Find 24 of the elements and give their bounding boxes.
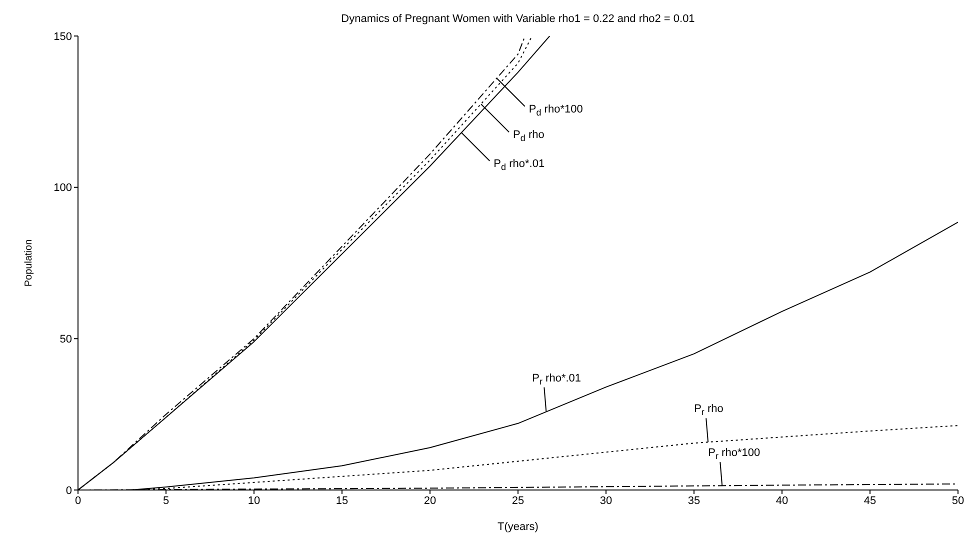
annotation: P$_{d}$ rho*100 [528, 103, 583, 118]
x-tick-label: 25 [512, 494, 524, 507]
y-tick-label: 0 [66, 484, 72, 497]
x-tick-label: 50 [952, 494, 964, 507]
x-tick-label: 15 [336, 494, 348, 507]
y-axis-title: Population [24, 239, 35, 287]
y-tick-label: 100 [54, 182, 72, 194]
x-axis-title: T(years) [498, 521, 538, 533]
chart-title: Dynamics of Pregnant Women with Variable rho1 = 0.22 and rho2 = 0.01 [341, 13, 695, 25]
x-tick-label: 30 [600, 494, 612, 507]
x-tick-label: 10 [248, 494, 260, 507]
annotation: P$_{d}$ rho [513, 129, 544, 143]
annotation: P$_{r}$ rho*100 [708, 447, 760, 461]
x-tick-label: 0 [74, 494, 82, 507]
x-tick-label: 20 [424, 494, 436, 507]
y-tick-label: 50 [60, 334, 72, 346]
x-tick-label: 5 [162, 494, 170, 507]
x-tick-label: 45 [864, 494, 876, 507]
x-tick-label: 40 [776, 494, 788, 507]
annotation: P$_{r}$ rho [694, 403, 724, 417]
annotation: P$_{d}$ rho*.01 [494, 158, 545, 172]
y-tick-label: 150 [54, 30, 72, 43]
annotation: P$_{r}$ rho*.01 [532, 372, 582, 386]
x-tick-label: 35 [688, 494, 700, 507]
